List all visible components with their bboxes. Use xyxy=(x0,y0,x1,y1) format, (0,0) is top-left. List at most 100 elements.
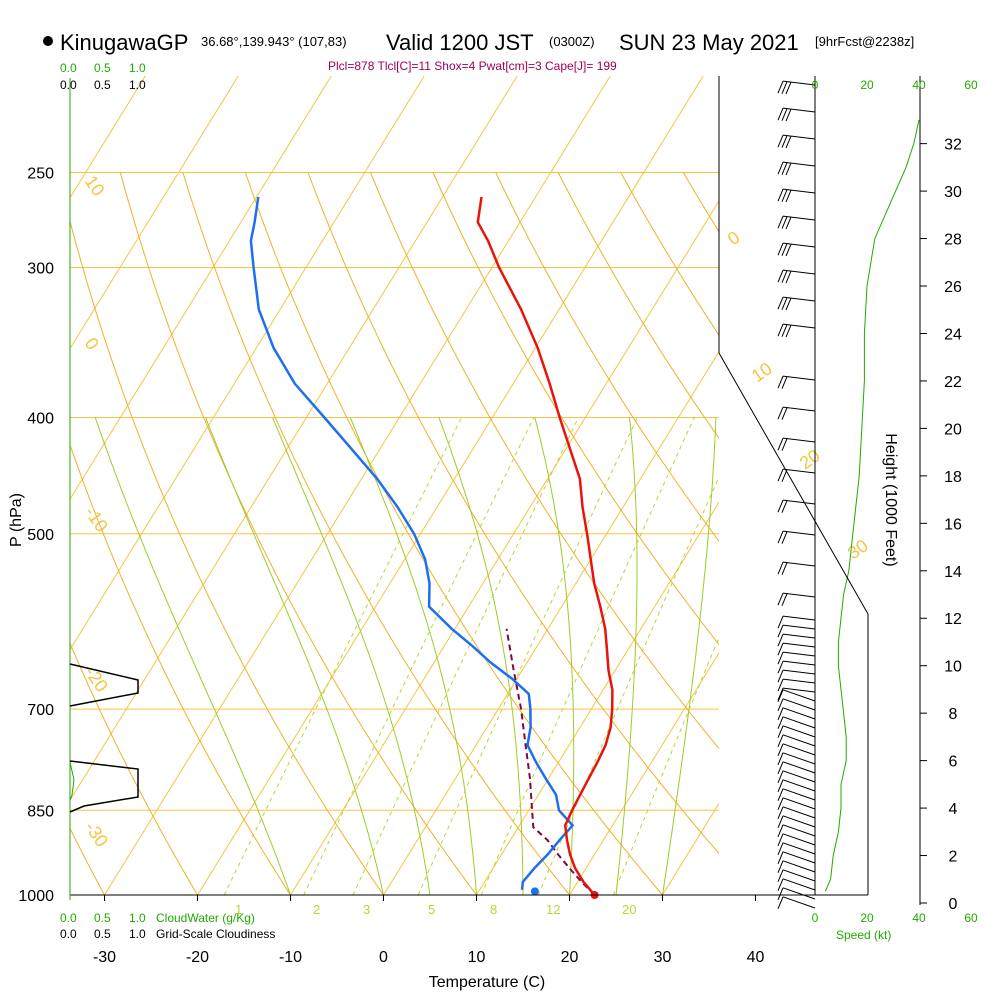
wind-barb-staff xyxy=(782,215,816,221)
wind-barb-staff xyxy=(782,323,816,329)
wind-barb xyxy=(777,716,816,729)
cloudwater-scale-top: 0.0 0.5 1.0 xyxy=(60,61,146,75)
wind-barb xyxy=(777,296,816,311)
wind-barb-flag xyxy=(785,162,792,176)
cl-bot-0: 0.0 xyxy=(60,927,77,941)
wind-barb xyxy=(777,887,816,900)
mixing-ratio-line xyxy=(352,417,579,895)
wind-barb-flag xyxy=(777,80,784,94)
wind-barb-staff xyxy=(782,687,816,693)
wind-barb-staff xyxy=(782,530,816,536)
speed-tick-label-top: 40 xyxy=(912,78,926,92)
potential-temp-label: 0 xyxy=(81,334,103,354)
wind-barb xyxy=(777,633,816,647)
mixing-ratio-label: 20 xyxy=(622,902,636,917)
wind-barb-flag xyxy=(777,851,784,864)
wind-barb xyxy=(777,743,816,756)
wind-barb-flag xyxy=(777,561,784,575)
wind-barb xyxy=(777,161,816,176)
speed-profile-line xyxy=(824,119,920,892)
wind-barb-staff xyxy=(782,615,816,621)
isotherm-line xyxy=(0,76,52,895)
speed-tick-label-top: 0 xyxy=(812,78,819,92)
x-tick-label: -30 xyxy=(93,949,116,966)
wind-barb-flag xyxy=(777,406,784,420)
dry-adiabat-line xyxy=(244,172,663,895)
cl-top-2: 1.0 xyxy=(129,78,146,92)
wind-barb-flag xyxy=(785,270,792,284)
wind-barb xyxy=(777,779,816,792)
height-tick-label: 22 xyxy=(944,374,962,391)
wind-barb-flag xyxy=(777,669,784,683)
wind-barb-staff xyxy=(782,107,816,113)
wind-barb-staff xyxy=(782,499,816,505)
wind-barb-flag xyxy=(777,107,784,121)
moist-adiabat-line xyxy=(272,417,431,895)
wind-barb-flag xyxy=(777,624,784,638)
x-tick-label: -20 xyxy=(186,949,209,966)
wind-barb-staff xyxy=(782,878,816,891)
forecast-date: SUN 23 May 2021 xyxy=(619,30,799,55)
wind-barb xyxy=(777,815,816,828)
moist-adiabat-line xyxy=(94,417,291,895)
cw-top-0: 0.0 xyxy=(60,61,77,75)
wind-barb xyxy=(777,788,816,801)
wind-barb-flag xyxy=(777,499,784,513)
wind-barb-flag xyxy=(781,270,788,283)
p-tick-label: 850 xyxy=(27,803,54,820)
moist-adiabat-line xyxy=(615,417,638,895)
dry-adiabat-line xyxy=(809,173,1000,896)
wind-barb-flag xyxy=(777,761,784,774)
wind-barb-flag xyxy=(777,530,784,544)
wind-barb-flag xyxy=(785,216,792,230)
wind-barb-staff xyxy=(782,80,816,86)
speed-tick-label-bottom: 20 xyxy=(860,911,874,925)
wind-barb-flag xyxy=(785,324,792,338)
potential-temp-label: -30 xyxy=(81,818,112,851)
wind-barb xyxy=(777,242,816,257)
moist-adiabat-line xyxy=(662,417,717,895)
cloudwater-title: CloudWater (g/Kg) xyxy=(156,911,255,925)
speed-tick-label-top: 60 xyxy=(964,78,978,92)
wind-barb xyxy=(777,561,816,575)
wind-barb-flag xyxy=(781,108,788,121)
wind-barb-staff xyxy=(782,406,816,412)
dry-adiabat-line xyxy=(432,172,719,646)
pressure-axis-title: P (hPa) xyxy=(8,493,25,547)
wind-barb-staff xyxy=(782,770,816,783)
wind-barb xyxy=(777,687,816,701)
parcel-path-line xyxy=(505,628,596,896)
dry-adiabat-line xyxy=(70,443,291,895)
mixing-ratio-label: 8 xyxy=(490,902,497,917)
cl-bot-1: 0.5 xyxy=(94,927,111,941)
station-coords: 36.68°,139.943° (107,83) xyxy=(201,34,347,49)
wind-barb-flag xyxy=(781,162,788,175)
wind-barb-flag xyxy=(781,593,788,606)
dry-adiabat-line xyxy=(495,172,719,543)
wind-barb-staff xyxy=(782,734,816,747)
wind-barb xyxy=(777,896,816,909)
wind-barb-flag xyxy=(777,242,784,256)
wind-barb xyxy=(777,669,816,683)
cl-bot-2: 1.0 xyxy=(129,927,146,941)
wind-barb-flag xyxy=(777,716,784,729)
wind-barb-staff xyxy=(782,242,816,248)
wind-barb-staff xyxy=(782,188,816,194)
wind-barb-flag xyxy=(777,269,784,283)
wind-barb xyxy=(777,707,816,720)
isotherm-label: 30 xyxy=(844,535,872,563)
wind-barb xyxy=(777,761,816,774)
utc-time: (0300Z) xyxy=(549,34,595,49)
wind-speed-profile xyxy=(824,119,920,892)
wind-barb-staff xyxy=(782,788,816,801)
wind-barb-flag xyxy=(777,615,784,629)
sounding-profiles xyxy=(249,196,614,899)
height-tick-label: 14 xyxy=(944,564,962,581)
wind-barb xyxy=(777,725,816,738)
dewpoint-profile-line xyxy=(249,196,575,890)
x-tick-label: -10 xyxy=(279,949,302,966)
height-tick-label: 18 xyxy=(944,469,962,486)
dry-adiabat-line xyxy=(370,172,719,750)
wind-barb-staff xyxy=(782,761,816,774)
